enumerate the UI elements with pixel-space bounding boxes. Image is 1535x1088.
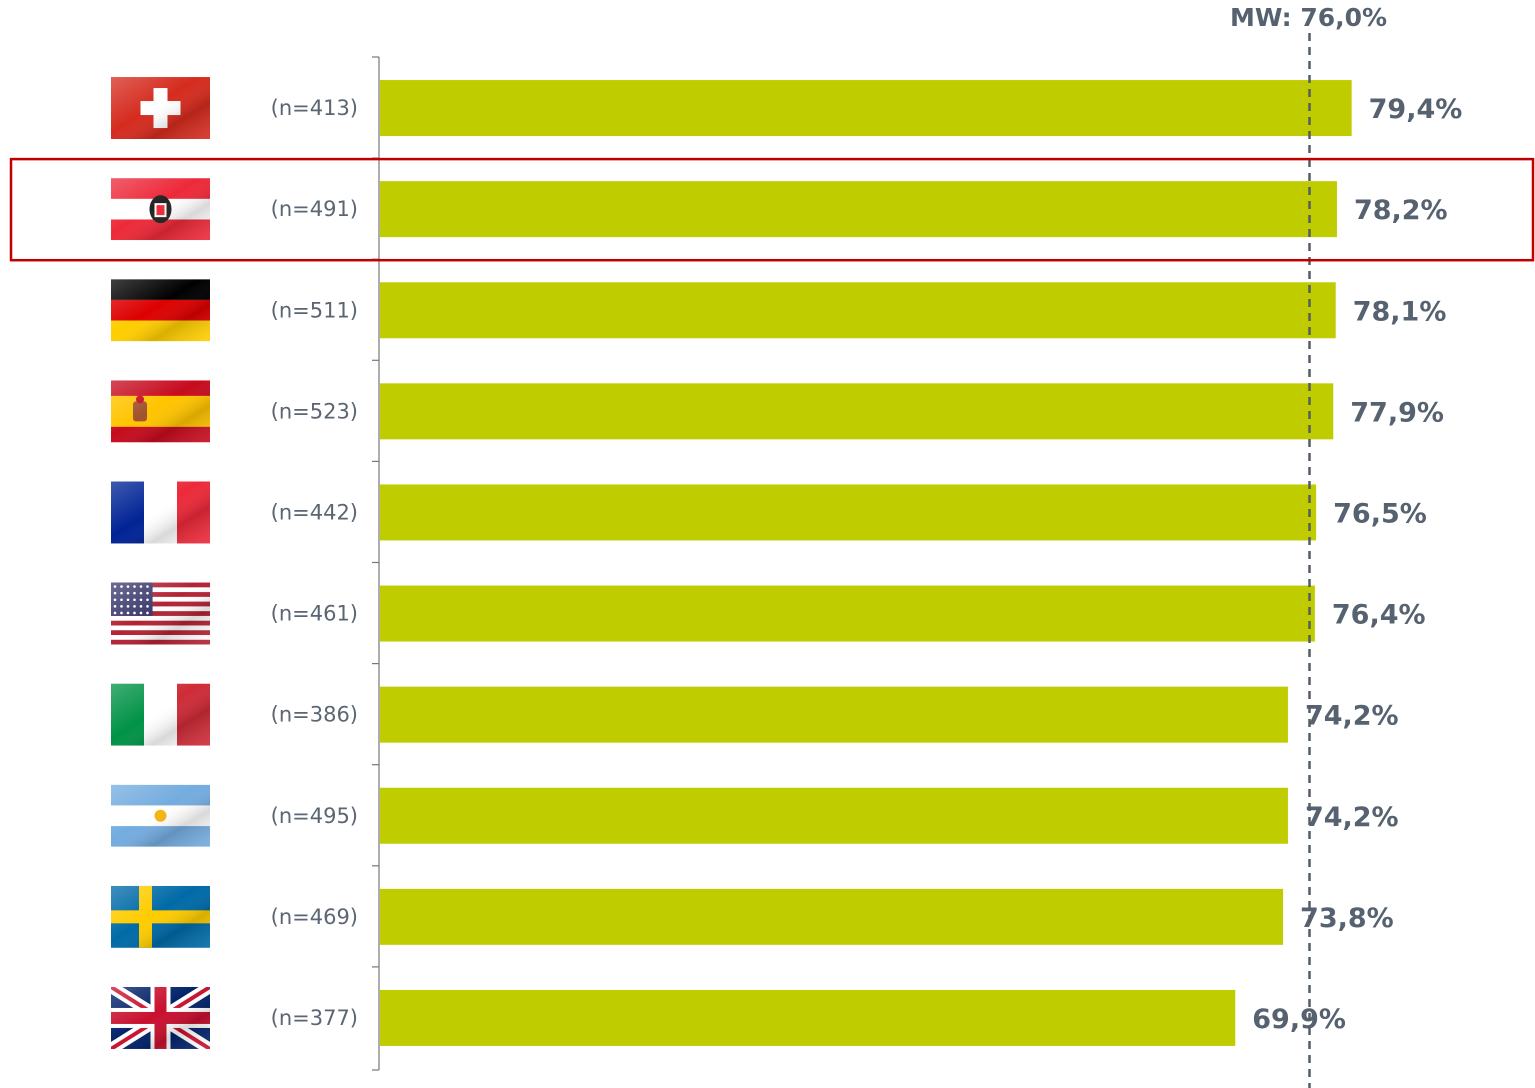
value-label: 69,9% xyxy=(1252,1004,1346,1035)
uk-flag-icon xyxy=(111,986,210,1049)
usa-flag-icon xyxy=(111,582,210,645)
category-axis xyxy=(372,56,380,1071)
sample-size-label: (n=469) xyxy=(271,905,358,929)
sample-size-label: (n=461) xyxy=(271,602,358,626)
sample-size-label: (n=413) xyxy=(271,96,358,120)
sweden-flag-icon xyxy=(111,885,210,948)
flags xyxy=(111,77,210,1049)
sample-size-label: (n=491) xyxy=(271,197,358,221)
bar xyxy=(380,585,1315,642)
sample-size-label: (n=511) xyxy=(271,298,358,322)
value-label: 74,2% xyxy=(1305,802,1399,833)
bar xyxy=(380,787,1288,844)
bar xyxy=(380,888,1284,945)
sample-size-label: (n=442) xyxy=(271,500,358,524)
france-flag-icon xyxy=(111,481,210,544)
labels: (n=413) 79,4% (n=491) 78,2% (n=511) 78,1% (n=5… xyxy=(271,94,1463,1035)
bar xyxy=(380,383,1334,440)
italy-flag-icon xyxy=(111,683,210,746)
value-label: 78,1% xyxy=(1353,296,1447,327)
bars xyxy=(380,80,1352,1046)
value-label: 79,4% xyxy=(1369,94,1463,125)
value-label: 74,2% xyxy=(1305,701,1399,732)
highlight-box xyxy=(9,157,1535,262)
value-label: 76,5% xyxy=(1333,498,1427,529)
sample-size-label: (n=495) xyxy=(271,804,358,828)
germany-flag-icon xyxy=(111,279,210,342)
bar xyxy=(380,80,1352,137)
bar xyxy=(380,989,1236,1046)
value-label: 77,9% xyxy=(1350,397,1444,428)
argentina-flag-icon xyxy=(111,784,210,847)
sample-size-label: (n=523) xyxy=(271,399,358,423)
bar xyxy=(380,282,1336,339)
austria-flag-icon xyxy=(111,178,210,241)
mean-line-group: MW: 76,0% xyxy=(1230,3,1387,1088)
highlight-group xyxy=(9,157,1535,262)
sample-size-label: (n=386) xyxy=(271,703,358,727)
spain-flag-icon xyxy=(111,380,210,443)
swiss-flag-icon xyxy=(111,77,210,140)
bar xyxy=(380,181,1337,238)
value-label: 73,8% xyxy=(1300,903,1394,934)
mean-label: MW: 76,0% xyxy=(1230,3,1387,32)
sample-size-label: (n=377) xyxy=(271,1006,358,1030)
value-label: 76,4% xyxy=(1332,600,1426,631)
value-label: 78,2% xyxy=(1354,195,1448,226)
bar xyxy=(380,484,1317,541)
bar xyxy=(380,686,1288,743)
